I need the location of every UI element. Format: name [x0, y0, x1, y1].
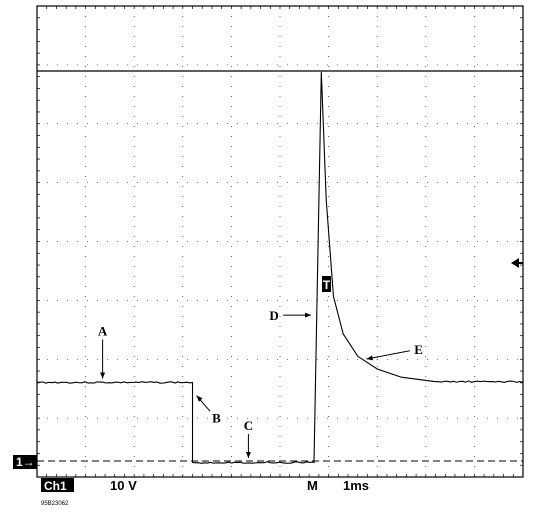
- channel-ground-marker: 1→: [13, 455, 37, 469]
- annotation-label-a: A: [98, 323, 108, 338]
- svg-text:1→: 1→: [16, 455, 35, 469]
- trigger-level-arrow-icon: [511, 258, 519, 268]
- annotation-label-e: E: [414, 342, 423, 357]
- annotation-arrowhead-icon: [196, 395, 203, 402]
- timebase-mode: M: [307, 478, 318, 493]
- svg-text:T: T: [323, 278, 331, 292]
- figure-id: 95B23062: [41, 501, 69, 507]
- annotation-label-d: D: [269, 308, 278, 323]
- graticule-grid: [36, 5, 524, 478]
- waveform-trace: [36, 72, 524, 464]
- annotation-arrowhead-icon: [366, 355, 373, 361]
- annotation-arrow-e: [366, 350, 410, 360]
- trigger-marker: T: [322, 276, 331, 292]
- annotation-arrowhead-icon: [245, 452, 251, 458]
- channel-label: Ch1: [44, 479, 67, 493]
- scope-status-bar: Ch1 10 V M 1ms: [41, 478, 369, 493]
- annotation-label-c: C: [244, 418, 253, 433]
- annotation-label-b: B: [212, 411, 221, 426]
- volts-per-div-readout: 10 V: [110, 478, 137, 493]
- screen-border: [36, 5, 524, 478]
- annotation-arrowhead-icon: [305, 312, 312, 318]
- annotations: A B C D E: [98, 308, 423, 458]
- time-per-div-readout: 1ms: [343, 478, 369, 493]
- annotation-arrowhead-icon: [100, 372, 106, 379]
